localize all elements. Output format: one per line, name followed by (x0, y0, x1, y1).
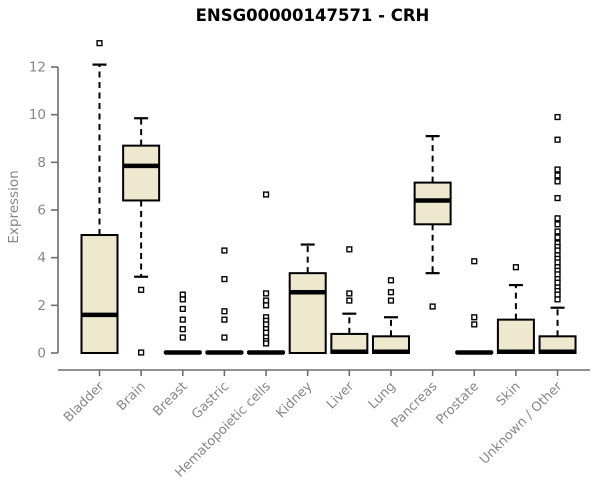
x-tick-label: Prostate (434, 379, 482, 427)
outlier-point-lung (387, 289, 395, 296)
outlier-point-unknown-other (554, 296, 561, 303)
outlier-point-unknown-other (554, 228, 561, 235)
y-tick-label: 0 (37, 346, 46, 362)
outlier-point-prostate (471, 321, 478, 328)
box-skin (496, 318, 535, 354)
outlier-point-unknown-other (554, 221, 561, 228)
y-tick-label: 10 (29, 107, 46, 123)
y-tick-label: 8 (37, 155, 46, 171)
outlier-point-unknown-other (554, 172, 561, 179)
outlier-point-unknown-other (554, 178, 561, 185)
outlier-point-breast (179, 326, 186, 333)
outlier-point-hematopoietic-cells (262, 191, 270, 198)
outlier-point-hematopoietic-cells (262, 290, 270, 297)
x-tick-label: Lung (366, 379, 399, 412)
outlier-point-prostate (471, 314, 478, 321)
x-tick-label: Kidney (274, 379, 316, 421)
outlier-point-liver (346, 297, 353, 304)
x-tick-label: Liver (324, 379, 358, 413)
outlier-point-gastric (221, 316, 228, 323)
outlier-point-lung (387, 297, 395, 304)
outlier-point-gastric (221, 276, 228, 283)
y-tick-label: 12 (29, 60, 46, 76)
y-tick-label: 6 (37, 203, 46, 219)
box-bladder (80, 234, 119, 354)
outlier-point-breast (179, 296, 186, 303)
outlier-point-unknown-other (554, 136, 561, 143)
outlier-point-prostate (471, 258, 478, 265)
outlier-point-unknown-other (554, 234, 561, 241)
outlier-point-unknown-other (554, 166, 561, 173)
chart-title: ENSG00000147571 - CRH (195, 6, 430, 25)
outlier-point-brain (138, 286, 145, 293)
outlier-point-unknown-other (554, 113, 561, 121)
outlier-point-gastric (221, 334, 228, 341)
x-tick-label: Pancreas (389, 379, 441, 431)
outlier-point-gastric (221, 247, 228, 254)
x-tick-label: Brain (114, 379, 149, 414)
x-tick-label: Breast (150, 379, 190, 419)
y-tick-label: 4 (37, 250, 46, 266)
outlier-point-breast (179, 334, 186, 341)
outlier-point-bladder (96, 40, 103, 47)
outlier-point-breast (179, 316, 186, 323)
y-tick-label: 2 (37, 298, 46, 314)
outlier-point-hematopoietic-cells (262, 340, 270, 347)
x-tick-label: Skin (494, 379, 524, 409)
box-brain (122, 144, 161, 202)
outlier-point-lung (387, 277, 395, 284)
y-axis-label: Expression (6, 170, 22, 244)
outlier-point-hematopoietic-cells (262, 302, 270, 309)
outlier-point-pancreas (429, 303, 436, 310)
outlier-point-unknown-other (554, 215, 561, 222)
outlier-point-gastric (221, 308, 228, 315)
outlier-point-brain (138, 349, 145, 356)
outlier-point-liver (346, 290, 353, 297)
outlier-point-breast (179, 305, 186, 313)
box-pancreas (413, 181, 452, 226)
outlier-point-liver (346, 246, 353, 253)
outlier-point-skin (512, 264, 520, 271)
box-kidney (288, 272, 327, 354)
outlier-point-unknown-other (554, 194, 561, 202)
x-tick-label: Bladder (61, 379, 108, 426)
